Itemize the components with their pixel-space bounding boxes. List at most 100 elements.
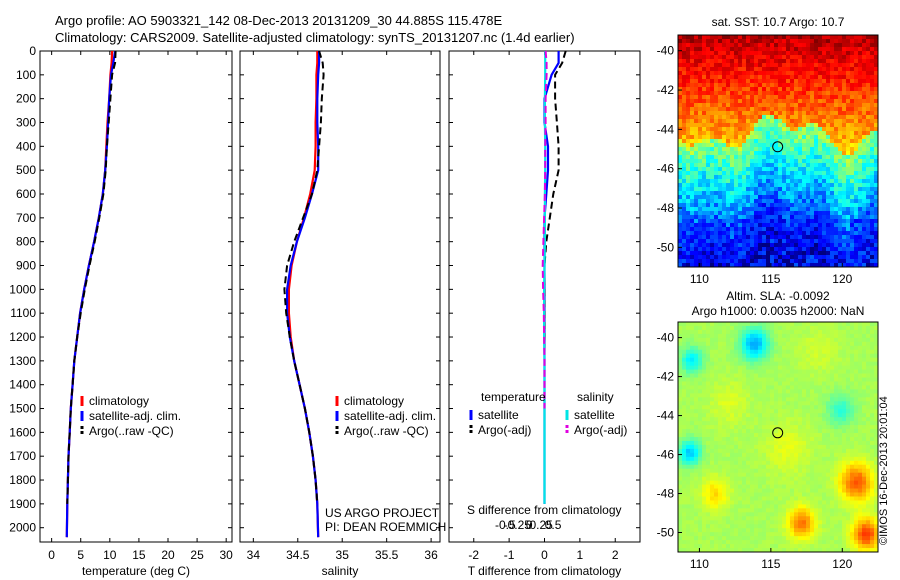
- heatmap-cell: [794, 139, 799, 144]
- heatmap-cell: [850, 397, 855, 402]
- heatmap-cell: [710, 151, 715, 156]
- heatmap-cell: [690, 59, 695, 64]
- heatmap-cell: [814, 111, 819, 116]
- heatmap-cell: [686, 377, 691, 382]
- heatmap-cell: [722, 345, 727, 351]
- heatmap-cell: [746, 51, 751, 56]
- heatmap-cell: [798, 409, 803, 414]
- heatmap-cell: [870, 377, 875, 382]
- heatmap-cell: [786, 219, 791, 224]
- heatmap-cell: [734, 397, 739, 402]
- heatmap-cell: [778, 413, 783, 418]
- heatmap-cell: [814, 79, 819, 84]
- heatmap-cell: [862, 259, 867, 264]
- heatmap-cell: [854, 163, 859, 168]
- heatmap-cell: [830, 361, 835, 367]
- heatmap-cell: [678, 460, 683, 466]
- heatmap-cell: [842, 333, 847, 339]
- heatmap-cell: [802, 405, 807, 410]
- heatmap-cell: [854, 67, 859, 72]
- heatmap-cell: [726, 127, 731, 132]
- heatmap-cell: [830, 385, 835, 390]
- heatmap-cell: [750, 349, 755, 355]
- heatmap-cell: [846, 139, 851, 144]
- heatmap-cell: [722, 381, 727, 386]
- heatmap-cell: [770, 227, 775, 232]
- heatmap-cell: [730, 235, 735, 240]
- heatmap-cell: [794, 259, 799, 264]
- heatmap-cell: [774, 247, 779, 252]
- heatmap-cell: [718, 207, 723, 212]
- heatmap-cell: [686, 95, 691, 100]
- heatmap-cell: [742, 215, 747, 220]
- heatmap-cell: [862, 151, 867, 156]
- heatmap-cell: [870, 163, 875, 168]
- heatmap-cell: [690, 123, 695, 128]
- heatmap-cell: [722, 123, 727, 128]
- heatmap-cell: [730, 115, 735, 120]
- heatmap-cell: [694, 99, 699, 104]
- heatmap-cell: [762, 47, 767, 52]
- heatmap-cell: [838, 75, 843, 80]
- heatmap-cell: [822, 263, 827, 267]
- heatmap-cell: [678, 433, 683, 438]
- heatmap-cell: [746, 409, 751, 414]
- heatmap-cell: [806, 187, 811, 192]
- heatmap-cell: [862, 215, 867, 220]
- heatmap-cell: [814, 433, 819, 438]
- heatmap-cell: [686, 83, 691, 88]
- heatmap-cell: [706, 409, 711, 414]
- heatmap-cell: [846, 171, 851, 176]
- heatmap-cell: [742, 476, 747, 482]
- heatmap-cell: [754, 103, 759, 108]
- heatmap-cell: [794, 393, 799, 398]
- heatmap-cell: [750, 325, 755, 331]
- heatmap-cell: [702, 464, 707, 470]
- heatmap-cell: [770, 349, 775, 355]
- heatmap-cell: [778, 259, 783, 264]
- heatmap-cell: [710, 413, 715, 418]
- heatmap-cell: [726, 444, 731, 450]
- heatmap-cell: [694, 373, 699, 378]
- heatmap-cell: [842, 361, 847, 367]
- heatmap-cell: [834, 171, 839, 176]
- heatmap-cell: [790, 183, 795, 188]
- heatmap-cell: [862, 381, 867, 386]
- heatmap-cell: [698, 333, 703, 339]
- heatmap-cell: [690, 413, 695, 418]
- heatmap-cell: [850, 135, 855, 140]
- heatmap-cell: [750, 199, 755, 204]
- heatmap-cell: [710, 251, 715, 256]
- heatmap-cell: [802, 179, 807, 184]
- heatmap-cell: [762, 67, 767, 72]
- heatmap-cell: [754, 333, 759, 339]
- heatmap-cell: [702, 159, 707, 164]
- heatmap-cell: [806, 405, 811, 410]
- heatmap-cell: [722, 43, 727, 48]
- heatmap-cell: [678, 472, 683, 478]
- heatmap-cell: [822, 349, 827, 355]
- heatmap-cell: [702, 63, 707, 68]
- heatmap-cell: [706, 425, 711, 430]
- heatmap-cell: [782, 433, 787, 438]
- heatmap-cell: [806, 123, 811, 128]
- heatmap-cell: [726, 401, 731, 406]
- heatmap-cell: [870, 263, 875, 267]
- heatmap-cell: [834, 480, 839, 485]
- heatmap-cell: [742, 381, 747, 386]
- heatmap-cell: [810, 456, 815, 462]
- heatmap-cell: [678, 103, 683, 108]
- heatmap-cell: [790, 421, 795, 426]
- heatmap-cell: [786, 139, 791, 144]
- heatmap-cell: [702, 385, 707, 390]
- heatmap-cell: [818, 413, 823, 418]
- heatmap-cell: [762, 365, 767, 370]
- heatmap-cell: [758, 239, 763, 244]
- heatmap-cell: [774, 480, 779, 485]
- heatmap-cell: [678, 47, 683, 52]
- heatmap-cell: [754, 59, 759, 64]
- heatmap-cell: [802, 107, 807, 112]
- heatmap-cell: [862, 131, 867, 136]
- heatmap-cell: [754, 385, 759, 390]
- heatmap-cell: [870, 452, 875, 458]
